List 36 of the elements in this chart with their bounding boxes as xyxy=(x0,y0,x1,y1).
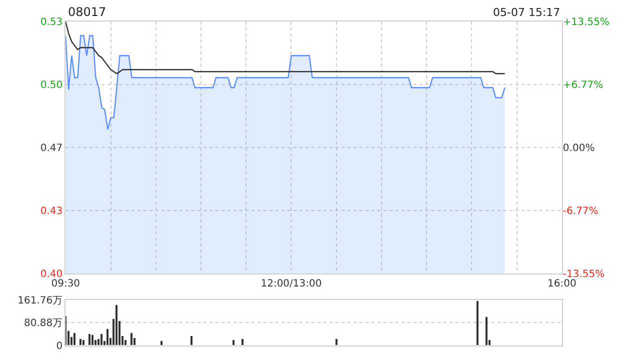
bar xyxy=(242,338,244,345)
bar xyxy=(106,328,109,345)
text: 05-07 15:17 xyxy=(493,6,560,19)
x-tick-label: 12:00/13:00 xyxy=(260,278,322,290)
y2-tick-label: -6.77% xyxy=(562,206,598,218)
x-tick-label: 16:00 xyxy=(548,278,576,290)
bar xyxy=(336,338,338,345)
y-tick-label: 0.43 xyxy=(40,206,63,218)
bar xyxy=(82,340,85,345)
bar xyxy=(476,300,479,345)
y2-tick-label: 0.00% xyxy=(562,143,595,154)
y-tick-label: 0.40 xyxy=(40,269,63,280)
bar xyxy=(130,332,133,345)
chart-title: 08017 xyxy=(68,5,106,19)
y-tick-label: 0 xyxy=(56,340,63,352)
y2-tick-label: +13.55% xyxy=(562,16,610,28)
x-tick-label: 09:30 xyxy=(51,278,80,290)
y-tick-label: 0.47 xyxy=(40,143,63,154)
y2-tick-label: -13.55% xyxy=(562,269,605,280)
bar xyxy=(116,304,118,345)
bar xyxy=(160,340,163,345)
bar xyxy=(232,340,235,345)
bar xyxy=(124,340,127,345)
y-tick-label: 0.53 xyxy=(40,16,63,28)
line-series xyxy=(66,21,506,74)
y-tick-label: 161.76万 xyxy=(18,296,63,307)
bar xyxy=(486,316,488,345)
bar xyxy=(92,334,94,345)
bar xyxy=(74,332,76,345)
y-tick-label: 0.50 xyxy=(40,80,63,92)
y-tick-label: 80.88万 xyxy=(24,318,63,330)
bar xyxy=(88,334,91,345)
bar xyxy=(80,338,82,345)
bar xyxy=(100,334,103,345)
y2-tick-label: +6.77% xyxy=(562,80,604,92)
bar xyxy=(190,336,193,345)
